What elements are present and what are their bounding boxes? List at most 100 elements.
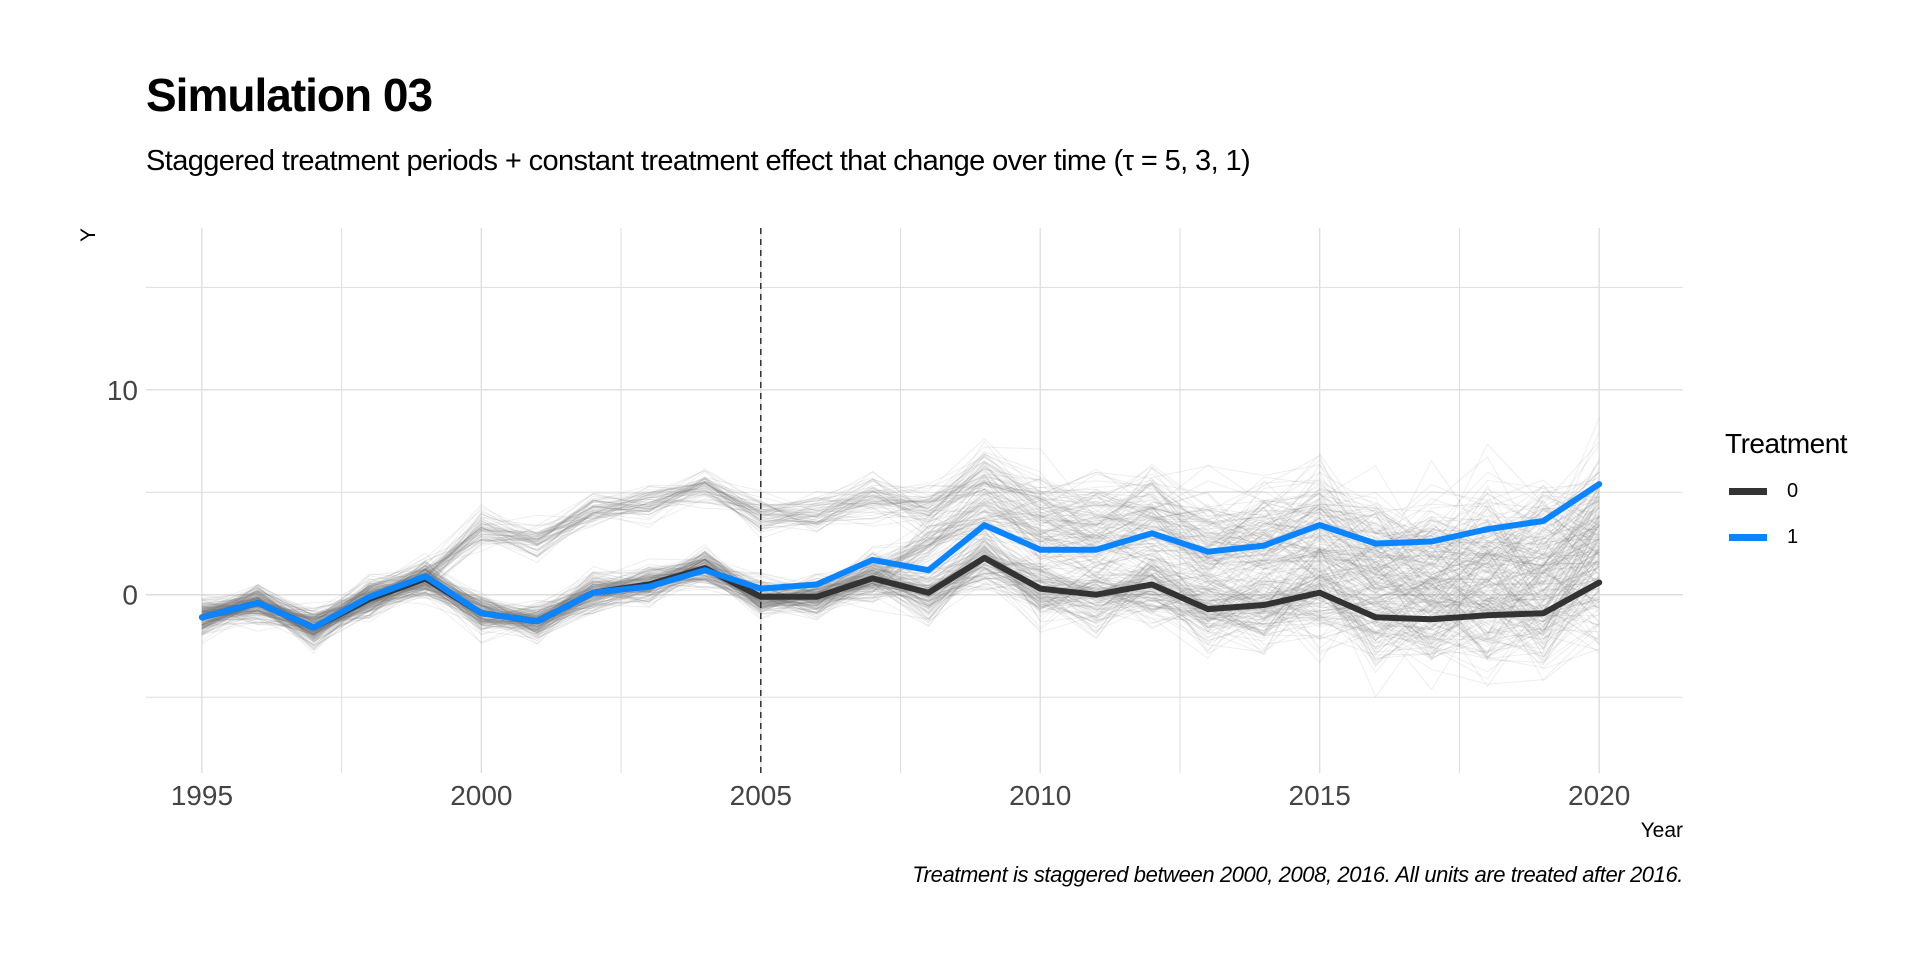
unit-trajectory xyxy=(201,483,1600,628)
unit-trajectory xyxy=(201,540,1600,629)
chart-caption: Treatment is staggered between 2000, 200… xyxy=(912,862,1683,887)
unit-trajectory xyxy=(201,514,1600,648)
x-tick-label: 2000 xyxy=(450,780,512,811)
unit-trajectory xyxy=(201,489,1600,635)
unit-trajectory xyxy=(201,542,1600,641)
legend-swatch-0 xyxy=(1729,487,1767,495)
unit-trajectory xyxy=(201,547,1600,642)
unit-trajectory xyxy=(201,552,1600,649)
unit-trajectory xyxy=(201,531,1600,665)
unit-trajectory xyxy=(201,527,1600,644)
unit-trajectory xyxy=(201,511,1600,636)
unit-trajectory xyxy=(201,454,1600,634)
unit-trajectory xyxy=(201,464,1600,616)
x-axis-label: Year xyxy=(1641,819,1683,842)
legend-label-0: 0 xyxy=(1787,479,1799,502)
unit-trajectory xyxy=(201,502,1600,626)
unit-trajectory xyxy=(201,453,1600,622)
legend-label-1: 1 xyxy=(1787,525,1799,548)
unit-trajectory xyxy=(201,511,1600,631)
unit-trajectory xyxy=(201,550,1600,643)
unit-trajectory xyxy=(201,549,1600,631)
unit-trajectory xyxy=(201,478,1600,630)
unit-trajectory xyxy=(201,506,1600,628)
x-tick-label: 2015 xyxy=(1289,780,1351,811)
unit-trajectory xyxy=(201,462,1600,634)
x-tick-label: 1995 xyxy=(171,780,233,811)
unit-trajectory xyxy=(201,464,1600,638)
unit-trajectory xyxy=(201,485,1600,629)
unit-trajectory xyxy=(201,549,1600,646)
unit-trajectory xyxy=(201,451,1600,627)
unit-trajectory xyxy=(201,480,1600,631)
unit-trajectory xyxy=(201,498,1600,627)
legend-swatch-1 xyxy=(1729,533,1767,541)
legend-item-0: 0 xyxy=(1725,476,1847,506)
x-tick-label: 2020 xyxy=(1568,780,1630,811)
unit-trajectory xyxy=(201,567,1600,651)
unit-trajectory xyxy=(201,557,1600,682)
unit-trajectory xyxy=(201,474,1600,639)
unit-trajectory xyxy=(201,471,1600,626)
unit-trajectory xyxy=(201,466,1600,619)
series-lines xyxy=(198,481,1603,631)
unit-trajectory xyxy=(201,497,1600,633)
unit-trajectory xyxy=(201,483,1600,631)
unit-trajectory xyxy=(201,507,1600,652)
unit-trajectory xyxy=(201,499,1600,637)
unit-trajectory xyxy=(201,512,1600,631)
unit-trajectory xyxy=(201,455,1600,646)
unit-trajectory xyxy=(201,468,1600,622)
unit-trajectory xyxy=(201,417,1600,613)
unit-trajectory xyxy=(201,478,1600,623)
unit-trajectory xyxy=(201,480,1600,625)
unit-trajectory xyxy=(201,461,1600,621)
unit-trajectory xyxy=(201,510,1600,636)
unit-trajectory xyxy=(201,466,1600,618)
unit-trajectory xyxy=(201,486,1600,612)
unit-trajectory xyxy=(201,488,1600,625)
unit-trajectory xyxy=(201,551,1600,654)
legend-item-1: 1 xyxy=(1725,522,1847,552)
unit-trajectory xyxy=(201,493,1600,634)
unit-trajectory xyxy=(201,507,1600,644)
unit-trajectory xyxy=(201,546,1600,645)
unit-trajectory xyxy=(201,456,1600,636)
unit-trajectory xyxy=(201,455,1600,621)
unit-trajectory xyxy=(201,547,1600,639)
unit-trajectory xyxy=(201,468,1600,627)
unit-trajectory xyxy=(201,453,1600,620)
x-tick-label: 2010 xyxy=(1009,780,1071,811)
unit-trajectory xyxy=(201,463,1600,629)
unit-trajectory xyxy=(201,506,1600,640)
unit-trajectory xyxy=(201,498,1600,631)
unit-trajectory xyxy=(201,499,1600,635)
unit-trajectory xyxy=(201,471,1600,628)
legend: Treatment 0 1 xyxy=(1725,428,1848,552)
unit-trajectory xyxy=(201,553,1600,661)
unit-trajectory xyxy=(201,478,1600,636)
unit-trajectory xyxy=(201,465,1600,636)
unit-trajectory xyxy=(201,459,1600,624)
unit-trajectory xyxy=(201,472,1600,639)
unit-trajectory xyxy=(201,475,1600,629)
unit-trajectory xyxy=(201,550,1600,646)
unit-trajectory xyxy=(201,517,1600,624)
unit-trajectory xyxy=(201,555,1600,650)
unit-trajectory xyxy=(201,554,1600,648)
unit-trajectory xyxy=(201,455,1600,633)
unit-trajectory xyxy=(201,501,1600,625)
unit-trajectory xyxy=(201,523,1600,659)
unit-trajectory xyxy=(201,438,1600,640)
chart-subtitle: Staggered treatment periods + constant t… xyxy=(146,145,1251,177)
unit-trajectory xyxy=(201,508,1600,623)
unit-trajectory xyxy=(201,513,1600,651)
unit-trajectory xyxy=(201,558,1600,651)
unit-trajectory xyxy=(201,535,1600,655)
unit-trajectory xyxy=(201,492,1600,653)
unit-trajectory xyxy=(201,471,1600,645)
unit-trajectory xyxy=(201,560,1600,648)
unit-trajectory xyxy=(201,543,1600,645)
unit-trajectory xyxy=(201,514,1600,642)
